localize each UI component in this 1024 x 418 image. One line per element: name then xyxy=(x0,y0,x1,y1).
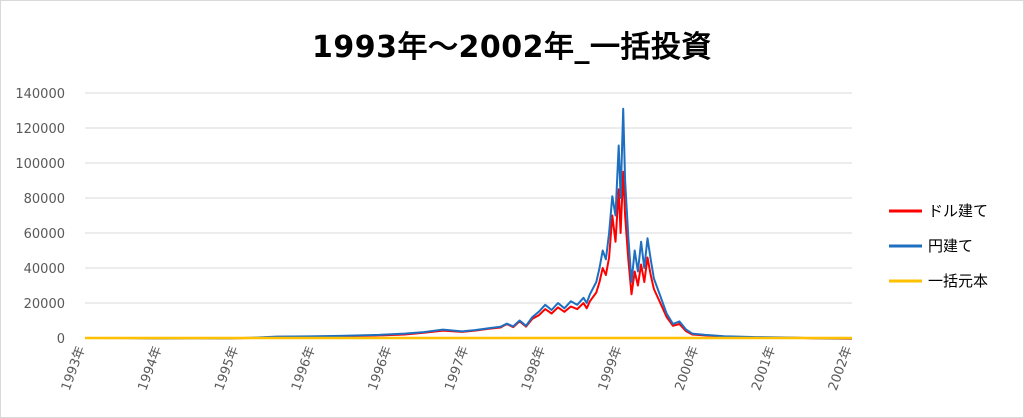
series-lines xyxy=(84,107,853,340)
series-line-1 xyxy=(85,170,853,340)
x-tick-label: 1996年 xyxy=(289,344,319,392)
y-tick-label: 40000 xyxy=(24,262,65,277)
chart-title: 1993年～2002年_一括投資 xyxy=(312,30,712,65)
x-axis-ticks: 1993年 1994年 1995年 1996年 1996年 1997年 1998年 1999年… xyxy=(59,344,856,392)
y-axis-ticks: 0 20000 40000 60000 80000 100000 120000 140000 xyxy=(15,87,65,347)
x-tick-label: 1993年 xyxy=(59,344,89,392)
x-tick-label: 2000年 xyxy=(672,344,702,392)
x-tick-label: 1997年 xyxy=(442,344,472,392)
y-tick-label: 120000 xyxy=(15,122,65,137)
y-tick-label: 140000 xyxy=(15,87,65,102)
x-tick-label: 1999年 xyxy=(596,344,626,392)
y-tick-label: 0 xyxy=(57,332,65,347)
legend-label: 円建て xyxy=(928,237,973,255)
x-tick-label: 1994年 xyxy=(136,344,166,392)
x-tick-label: 1998年 xyxy=(519,344,549,392)
x-tick-label: 2002年 xyxy=(826,344,856,392)
y-tick-label: 60000 xyxy=(24,227,65,242)
y-tick-label: 20000 xyxy=(24,297,65,312)
x-tick-label: 1996年 xyxy=(366,344,396,392)
x-tick-label: 1995年 xyxy=(212,344,242,392)
series-line-2 xyxy=(84,107,853,340)
legend-label: 一括元本 xyxy=(928,272,988,290)
gridlines xyxy=(85,92,852,339)
y-tick-label: 80000 xyxy=(24,192,65,207)
y-tick-label: 100000 xyxy=(15,157,65,172)
x-tick-label: 2001年 xyxy=(749,344,779,392)
legend-label: ドル建て xyxy=(928,202,988,220)
